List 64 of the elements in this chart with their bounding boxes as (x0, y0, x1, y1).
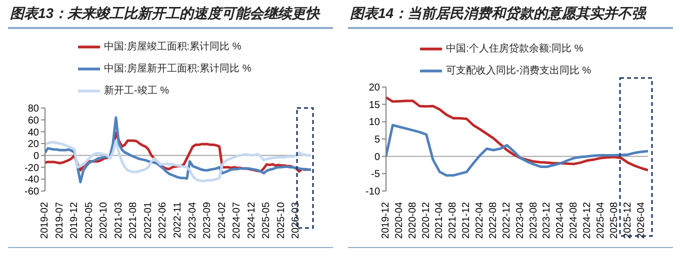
x-tick-label: 2024-07 (232, 202, 243, 239)
y-tick-label: -40 (24, 174, 40, 186)
legend-label: 中国:房屋竣工面积:累计同比 % (104, 42, 242, 53)
x-tick-label: 2022-06 (158, 202, 169, 239)
y-tick-label: 40 (28, 127, 40, 138)
y-tick-label: -20 (24, 162, 40, 174)
x-tick-label: 2022-11 (172, 202, 184, 238)
x-tick-label: 2019-12 (380, 202, 392, 239)
y-tick-label: 60 (28, 115, 40, 126)
y-tick-label: 20 (368, 82, 380, 94)
x-tick-label: 2024-12 (246, 202, 258, 239)
y-tick-label: -10 (366, 186, 380, 198)
x-tick-label: 2019-02 (40, 202, 50, 239)
x-tick-label: 2020-12 (420, 202, 432, 239)
line-series (386, 96, 648, 172)
y-tick-label: -5 (371, 169, 380, 180)
x-tick-label: 2019-12 (69, 202, 80, 239)
x-tick-label: 2025-04 (595, 202, 606, 239)
x-tick-label: 2020-05 (84, 202, 95, 239)
y-tick-label: 0 (33, 150, 40, 162)
line-series (386, 124, 648, 177)
x-tick-label: 2022-04 (474, 202, 486, 239)
x-tick-label: 2021-04 (434, 202, 446, 239)
x-tick-label: 2023-12 (542, 202, 553, 239)
legend-label: 中国:房屋新开工面积:累计同比 % (104, 64, 252, 75)
x-tick-label: 2020-04 (394, 202, 405, 239)
x-tick-label: 2023-09 (202, 202, 214, 239)
x-tick-label: 2024-04 (555, 202, 566, 239)
x-tick-label: 2023-04 (187, 202, 198, 239)
x-tick-label: 2020-08 (407, 202, 418, 239)
y-tick-label: 10 (368, 117, 380, 128)
line-series (45, 139, 311, 182)
x-tick-label: 2022-12 (501, 202, 512, 239)
x-tick-label: 2020-10 (98, 202, 110, 239)
x-tick-label: 2025-10 (276, 202, 287, 239)
y-tick-label: 15 (368, 100, 380, 111)
x-tick-label: 2024-02 (216, 202, 228, 239)
x-tick-label: 2019-07 (54, 202, 66, 239)
x-tick-label: 2022-08 (488, 202, 499, 239)
x-tick-label: 2025-05 (261, 202, 272, 239)
legend-label: 可支配收入同比-消费支出同比 % (446, 66, 591, 77)
x-tick-label: 2023-08 (528, 202, 540, 239)
x-tick-label: 2023-04 (514, 202, 526, 239)
x-tick-label: 2021-12 (461, 202, 472, 239)
y-tick-label: 20 (28, 139, 40, 150)
x-tick-label: 2026-03 (290, 202, 302, 239)
chart-title: 图表14：当前居民消费和贷款的意愿其实并不强 (350, 5, 646, 23)
x-tick-label: 2022-01 (142, 202, 154, 239)
y-tick-label: -60 (24, 186, 40, 198)
y-tick-label: 5 (374, 134, 380, 146)
y-tick-label: 0 (374, 152, 380, 163)
x-tick-label: 2021-08 (448, 202, 459, 239)
x-tick-label: 2021-08 (128, 202, 140, 239)
y-tick-label: 80 (28, 104, 40, 115)
x-tick-label: 2025-12 (622, 202, 634, 239)
x-tick-label: 2021-03 (113, 202, 124, 239)
line-series (45, 116, 311, 184)
x-tick-label: 2024-08 (568, 202, 580, 239)
legend-label: 中国:个人住房贷款余额:同比 % (446, 44, 584, 55)
x-tick-label: 2025-08 (608, 202, 620, 239)
x-tick-label: 2024-12 (582, 202, 594, 239)
chart-title: 图表13：未来竣工比新开工的速度可能会继续更快 (10, 5, 320, 23)
legend-label: 新开工-竣工 % (104, 86, 169, 97)
x-tick-label: 2026-04 (636, 202, 647, 239)
